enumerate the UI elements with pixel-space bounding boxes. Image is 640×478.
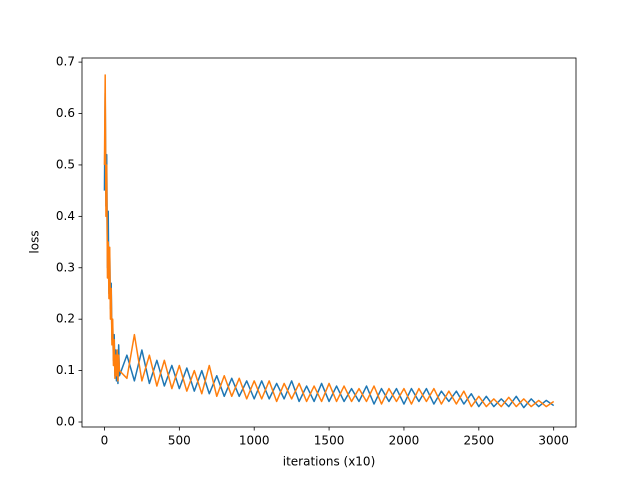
x-tick-label: 0 [101, 434, 109, 448]
x-tick-label: 1000 [239, 434, 270, 448]
plot-frame [81, 57, 577, 428]
x-tick-label: 500 [168, 434, 191, 448]
x-tick-label: 3000 [538, 434, 569, 448]
series-line [103, 74, 555, 408]
x-axis-label: iterations (x10) [283, 455, 376, 469]
y-tick-label: 0.6 [56, 106, 75, 120]
y-tick-label: 0.3 [56, 260, 75, 274]
y-tick-label: 0.7 [56, 55, 75, 69]
x-tick-label: 1500 [314, 434, 345, 448]
x-tick-label: 2500 [464, 434, 495, 448]
y-tick-label: 0.4 [56, 209, 75, 223]
y-axis-label: loss [28, 230, 42, 253]
series-line [103, 92, 555, 409]
y-tick-label: 0.0 [56, 415, 75, 429]
x-tick-label: 2000 [389, 434, 420, 448]
y-tick-label: 0.5 [56, 157, 75, 171]
y-tick-label: 0.1 [56, 363, 75, 377]
y-tick-label: 0.2 [56, 312, 75, 326]
